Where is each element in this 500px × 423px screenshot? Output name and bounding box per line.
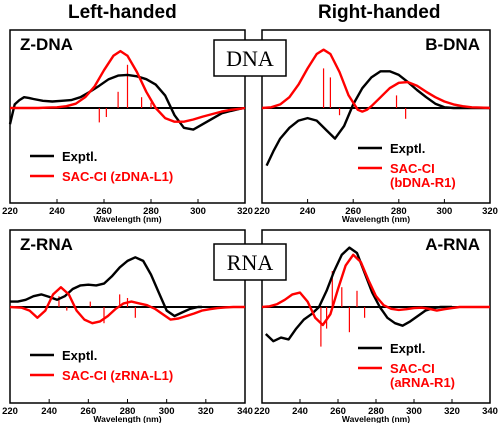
z-dna-legend-label: Exptl. [62, 149, 97, 164]
z-dna-sacci-line [10, 49, 246, 123]
b-dna-sacci-line [261, 48, 491, 113]
a-rna-tick-label: 240 [292, 406, 308, 417]
z-dna-tick-label: 240 [49, 206, 65, 217]
z-dna-tick-label: 320 [237, 206, 253, 217]
z-dna-xlabel: Wavelength (nm) [93, 214, 161, 224]
b-dna-xlabel: Wavelength (nm) [342, 214, 410, 224]
a-rna-tick-label: 260 [330, 406, 346, 417]
z-rna-legend-label: Exptl. [62, 348, 97, 363]
z-rna-xlabel: Wavelength (nm) [93, 414, 161, 423]
header-right-handed: Right-handed [318, 2, 440, 23]
b-dna-exptl-line [265, 70, 490, 167]
a-rna-legend-label: Exptl. [390, 341, 425, 356]
a-rna-tick-label: 280 [368, 406, 384, 417]
b-dna-tick-label: 280 [391, 206, 407, 217]
b-dna-panel: 220 240 260 280 300 320 Wavelength (nm) B-DNA Ex… [254, 29, 498, 224]
a-rna-tick-label: 340 [482, 406, 498, 417]
dna-label: DNA [226, 46, 274, 71]
z-rna-exptl-line [10, 256, 202, 318]
z-dna-tick-label: 260 [96, 206, 112, 217]
b-dna-title: B-DNA [425, 35, 480, 54]
b-dna-tick-label: 220 [254, 206, 270, 217]
z-dna-tick-label: 220 [2, 206, 18, 217]
b-dna-legend-label: Exptl. [390, 141, 425, 156]
b-dna-tick-label: 260 [345, 206, 361, 217]
z-rna-title: Z-RNA [20, 235, 73, 254]
a-rna-title: A-RNA [425, 235, 480, 254]
b-dna-tick-label: 240 [300, 206, 316, 217]
a-rna-tick-label: 320 [444, 406, 460, 417]
z-rna-tick-label: 260 [80, 406, 96, 417]
z-dna-exptl-line [8, 73, 246, 131]
rna-label: RNA [227, 250, 274, 275]
b-dna-frame [261, 29, 491, 204]
z-rna-tick-label: 220 [2, 406, 18, 417]
z-rna-tick-label: 280 [120, 406, 136, 417]
z-dna-panel: 220 240 260 280 300 320 Wavelength (nm) Z-DNA Ex… [2, 29, 253, 224]
a-rna-tick-label: 220 [254, 406, 270, 417]
z-rna-tick-label: 340 [237, 406, 253, 417]
a-rna-legend-label: SAC-CI (aRNA-R1) [390, 361, 455, 390]
a-rna-frame [261, 229, 491, 404]
z-dna-legend-label: SAC-CI (zDNA-L1) [62, 169, 173, 184]
b-dna-legend-label: SAC-CI (bDNA-R1) [390, 161, 456, 190]
b-dna-tick-label: 320 [482, 206, 498, 217]
rna-label-box: RNA [213, 243, 287, 281]
a-rna-sacci-line [261, 253, 490, 327]
z-dna-title: Z-DNA [20, 35, 73, 54]
z-dna-tick-label: 300 [190, 206, 206, 217]
a-rna-xlabel: Wavelength (nm) [342, 414, 410, 423]
header-left-handed: Left-handed [68, 2, 177, 23]
z-rna-tick-label: 300 [159, 406, 175, 417]
z-rna-tick-label: 240 [41, 406, 57, 417]
z-rna-sacci-line [9, 286, 245, 325]
z-rna-panel: 220 240 260 280 300 320 340 Wavelength (nm) Z-RN… [2, 229, 253, 423]
z-rna-tick-label: 320 [198, 406, 214, 417]
a-rna-panel: 220 240 260 280 300 320 340 Wavelength (nm) A-RN… [254, 229, 498, 423]
z-rna-legend-label: SAC-CI (zRNA-L1) [62, 368, 173, 383]
dna-label-box: DNA [213, 39, 287, 77]
z-dna-tick-label: 280 [143, 206, 159, 217]
panels: 220 240 260 280 300 320 Wavelength (nm) Z-DNA Ex… [2, 29, 498, 423]
a-rna-tick-label: 300 [406, 406, 422, 417]
b-dna-tick-label: 300 [436, 206, 452, 217]
